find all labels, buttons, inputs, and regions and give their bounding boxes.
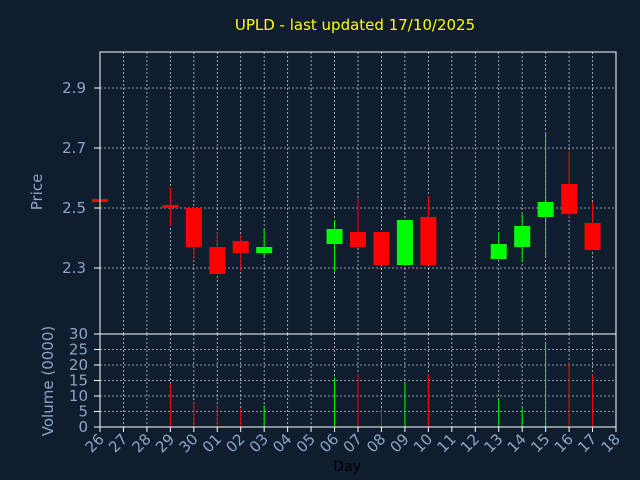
chart-title: UPLD - last updated 17/10/2025 [235,16,475,34]
candle-body [256,247,273,253]
x-tick-label: 05 [293,430,319,456]
x-tick-label: 14 [504,430,530,456]
candle-body [350,232,366,247]
candle-body [185,208,202,247]
x-tick-label: 30 [175,430,201,456]
candle-body [514,226,531,247]
price-tick-label: 2.9 [62,79,86,97]
x-tick-label: 10 [410,430,436,456]
volume-tick-label: 10 [69,387,88,405]
volume-tick-label: 0 [78,418,88,436]
volume-tick-label: 5 [78,403,88,421]
price-tick-label: 2.3 [62,259,86,277]
x-tick-label: 28 [129,430,155,456]
x-tick-label: 15 [527,430,553,456]
price-axis-label: Price [28,174,46,211]
candle-body [420,217,437,265]
x-axis: 2627282930010203040506070809101112131415… [82,427,624,456]
x-tick-label: 27 [105,430,131,456]
x-tick-label: 07 [340,430,366,456]
candle-body [373,232,390,265]
candle-body [490,244,507,259]
x-axis-label: Day [333,459,361,475]
x-tick-label: 09 [387,430,413,456]
candle-body [326,229,343,244]
x-tick-label: 02 [222,430,248,456]
candle-body [561,184,578,214]
x-tick-label: 16 [551,430,577,456]
price-tick-label: 2.7 [62,139,86,157]
price-tick-label: 2.5 [62,199,86,217]
x-tick-label: 13 [480,430,506,456]
x-tick-label: 11 [433,430,459,456]
x-tick-label: 08 [363,430,389,456]
volume-tick-label: 15 [69,372,88,390]
candle-body [584,223,601,250]
x-tick-label: 12 [457,430,483,456]
volume-axis-label: Volume (0000) [39,326,57,436]
x-tick-label: 04 [269,430,295,456]
candle-body [209,247,226,274]
x-tick-label: 03 [246,430,272,456]
volume-tick-label: 20 [69,356,88,374]
x-tick-label: 01 [199,430,225,456]
x-tick-label: 06 [316,430,342,456]
x-tick-label: 18 [598,430,624,456]
candle-body [232,241,249,253]
x-tick-label: 29 [152,430,178,456]
volume-tick-label: 30 [69,325,88,343]
x-tick-label: 17 [574,430,600,456]
price-panel: 2.3 2.5 2.7 2.9 [62,51,617,335]
volume-tick-label: 25 [69,341,88,359]
candle-body [396,220,413,265]
candle-body [537,202,554,217]
candle-body [162,205,179,208]
